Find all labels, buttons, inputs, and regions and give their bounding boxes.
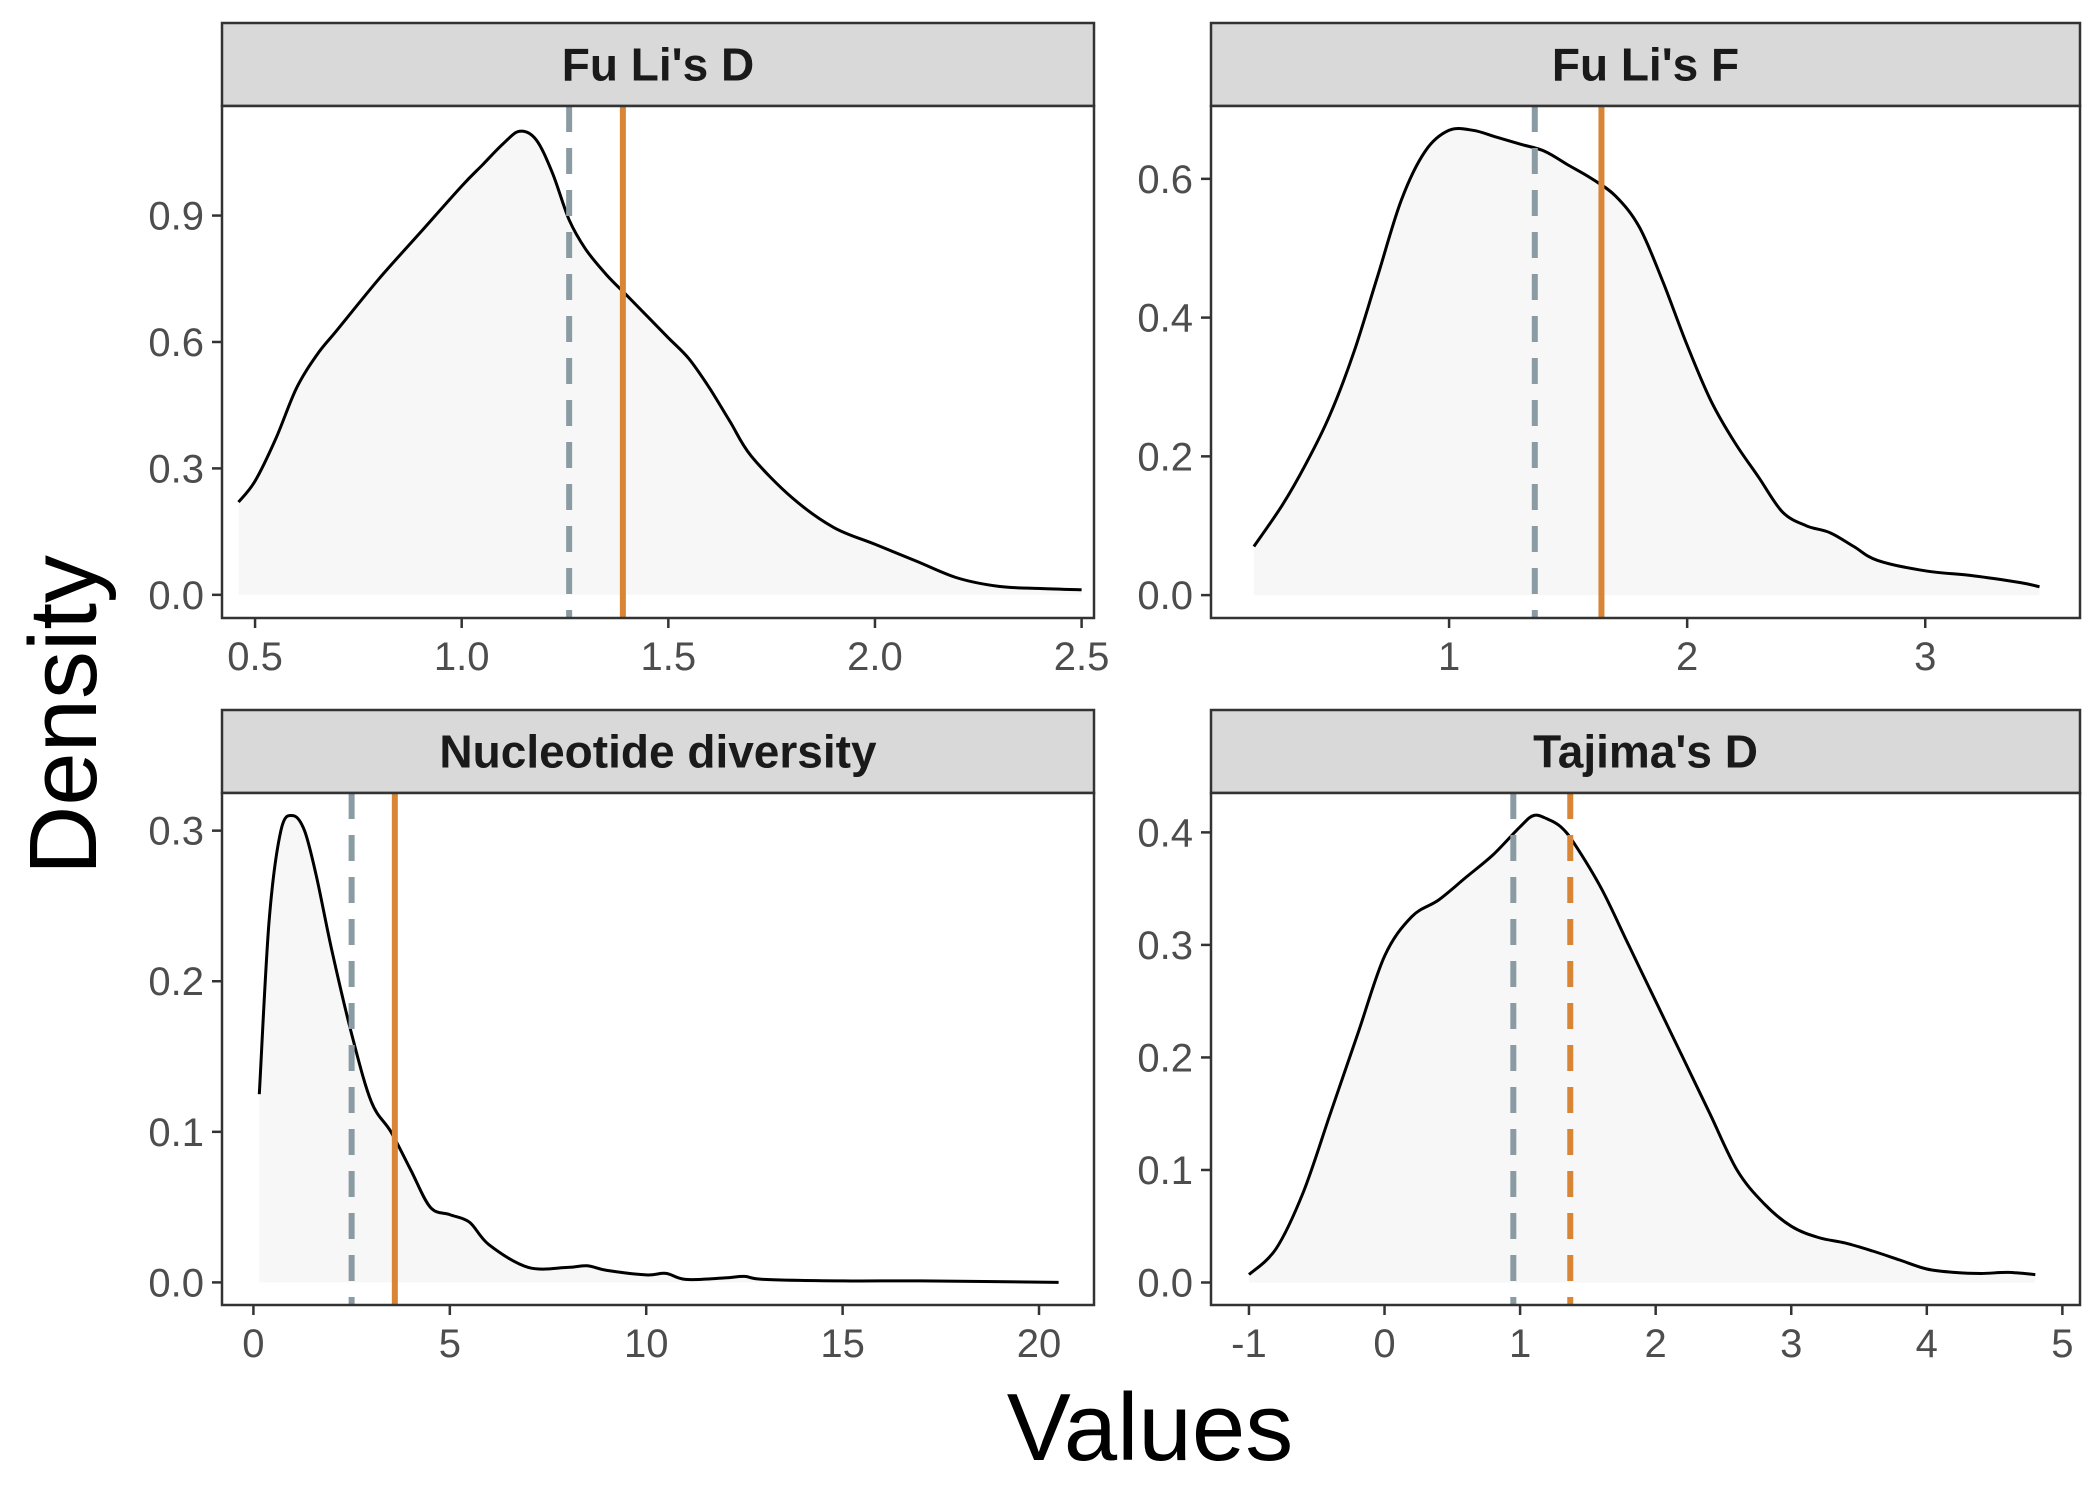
y-tick-label: 0.2 bbox=[148, 960, 204, 1004]
panel-2: Fu Li's F 0.0 0.2 0.4 0.6 1 2 3 bbox=[1137, 21, 2082, 679]
facet-strip-title: Fu Li's D bbox=[562, 39, 754, 91]
facet-strip bbox=[1209, 708, 2082, 795]
y-tick-label: 0.6 bbox=[148, 321, 204, 365]
panel-border bbox=[1209, 104, 2082, 620]
panel-data-layer bbox=[257, 793, 1059, 1305]
panel-4: Tajima's D 0.0 0.1 0.2 0.3 0.4 -1 0 1 2 3 4 5 bbox=[1137, 708, 2082, 1366]
x-axis-title: Values bbox=[1007, 1374, 1293, 1481]
panel-border bbox=[220, 791, 1096, 1307]
facet-strip bbox=[1209, 21, 2082, 108]
density-area bbox=[238, 131, 1082, 595]
panel-border bbox=[220, 104, 1096, 620]
x-tick-label: 2.5 bbox=[1054, 635, 1110, 679]
x-tick-label: 2 bbox=[1676, 635, 1698, 679]
y-tick-label: 0.0 bbox=[1137, 1261, 1193, 1305]
x-tick-label: 15 bbox=[820, 1322, 865, 1366]
x-tick-label: 20 bbox=[1017, 1322, 1062, 1366]
y-tick-label: 0.6 bbox=[1137, 158, 1193, 202]
x-tick-label: 5 bbox=[439, 1322, 461, 1366]
y-tick-label: 0.3 bbox=[148, 447, 204, 491]
panel-3: Nucleotide diversity 0.0 0.1 0.2 0.3 0 5 10 15 20 bbox=[148, 708, 1096, 1366]
density-curve bbox=[237, 129, 1082, 592]
x-tick-label: 1 bbox=[1509, 1322, 1531, 1366]
x-tick-label: 2.0 bbox=[847, 635, 903, 679]
density-area bbox=[259, 815, 1059, 1283]
x-tick-label: -1 bbox=[1231, 1322, 1267, 1366]
y-tick-label: 0.0 bbox=[148, 1261, 204, 1305]
x-tick-label: 0 bbox=[242, 1322, 264, 1366]
density-curve bbox=[1247, 813, 2036, 1277]
x-tick-label: 1.0 bbox=[434, 635, 490, 679]
x-tick-label: 2 bbox=[1645, 1322, 1667, 1366]
y-tick-label: 0.1 bbox=[148, 1111, 204, 1155]
x-tick-label: 4 bbox=[1916, 1322, 1938, 1366]
y-tick-label: 0.2 bbox=[1137, 435, 1193, 479]
y-tick-label: 0.2 bbox=[1137, 1036, 1193, 1080]
y-tick-label: 0.0 bbox=[1137, 574, 1193, 618]
facet-strip bbox=[220, 708, 1096, 795]
y-tick-label: 0.1 bbox=[1137, 1149, 1193, 1193]
y-tick-label: 0.3 bbox=[1137, 924, 1193, 968]
density-curve bbox=[1252, 126, 2040, 589]
density-curve bbox=[257, 813, 1059, 1284]
y-axis-title: Density bbox=[10, 555, 117, 875]
facet-strip-title: Nucleotide diversity bbox=[439, 726, 877, 778]
y-tick-label: 0.3 bbox=[148, 810, 204, 854]
x-tick-label: 5 bbox=[2051, 1322, 2073, 1366]
panel-data-layer bbox=[237, 106, 1082, 618]
facet-strip-title: Fu Li's F bbox=[1552, 39, 1739, 91]
x-tick-label: 10 bbox=[624, 1322, 669, 1366]
density-area bbox=[1249, 815, 2036, 1283]
y-tick-label: 0.4 bbox=[1137, 811, 1193, 855]
facet-strip bbox=[220, 21, 1096, 108]
panel-border bbox=[1209, 791, 2082, 1307]
facet-strip-title: Tajima's D bbox=[1533, 726, 1758, 778]
panel-data-layer bbox=[1252, 106, 2040, 618]
y-tick-label: 0.9 bbox=[148, 195, 204, 239]
x-tick-label: 3 bbox=[1780, 1322, 1802, 1366]
panel-data-layer bbox=[1247, 793, 2036, 1305]
y-tick-label: 0.0 bbox=[148, 574, 204, 618]
x-tick-label: 1 bbox=[1438, 635, 1460, 679]
density-area bbox=[1253, 128, 2040, 596]
x-tick-label: 3 bbox=[1914, 635, 1936, 679]
panel-1: Fu Li's D 0.0 0.3 0.6 0.9 0.5 1.0 1.5 2.0 2.5 bbox=[148, 21, 1110, 679]
x-tick-label: 1.5 bbox=[641, 635, 697, 679]
x-tick-label: 0.5 bbox=[227, 635, 283, 679]
x-tick-label: 0 bbox=[1373, 1322, 1395, 1366]
y-tick-label: 0.4 bbox=[1137, 297, 1193, 341]
